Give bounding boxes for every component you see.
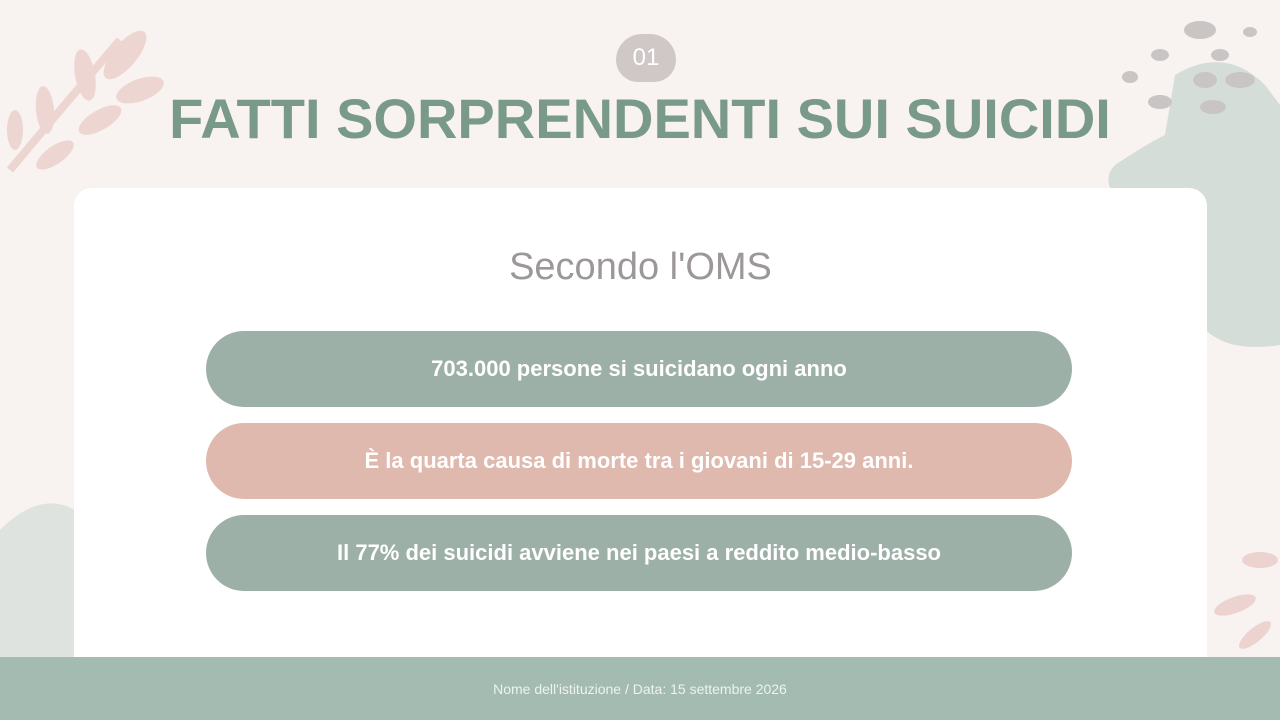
fact-pill: 703.000 persone si suicidano ogni anno: [206, 331, 1072, 407]
footer: Nome dell'istituzione / Data: 15 settemb…: [0, 657, 1280, 720]
page-title: FATTI SORPRENDENTI SUI SUICIDI: [169, 87, 1111, 150]
bottom-right-leaf-decoration: [1214, 552, 1278, 649]
content-card: Secondo l'OMS 703.000 persone si suicida…: [74, 188, 1207, 668]
fact-pill: Il 77% dei suicidi avviene nei paesi a r…: [206, 515, 1072, 591]
bottom-left-blob-decoration: [0, 503, 75, 660]
leaf-branch-decoration: [6, 30, 164, 173]
fact-pill: È la quarta causa di morte tra i giovani…: [206, 423, 1072, 499]
slide-number-badge: 01: [616, 34, 676, 82]
subtitle: Secondo l'OMS: [509, 246, 772, 288]
